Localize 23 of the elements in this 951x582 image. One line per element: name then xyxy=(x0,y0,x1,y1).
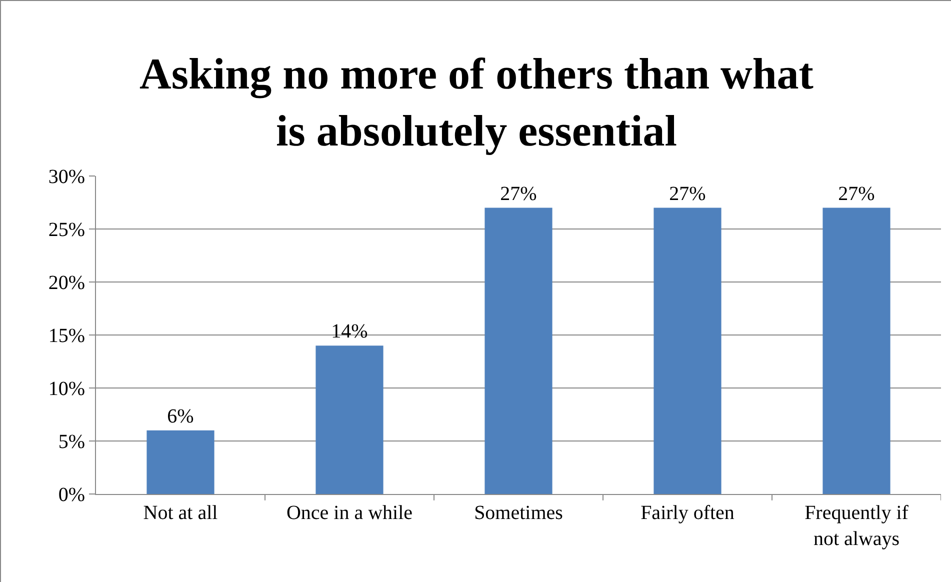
chart-title: Asking no more of others than what is absolutely essential xyxy=(140,49,814,156)
bar xyxy=(654,208,722,494)
x-tick-label: Sometimes xyxy=(474,502,564,524)
y-tick-label: 30% xyxy=(48,166,85,188)
data-label: 27% xyxy=(500,182,537,205)
data-label: 14% xyxy=(331,320,368,343)
y-tick-label: 5% xyxy=(58,431,85,453)
bar xyxy=(822,208,890,494)
x-tick-label: Frequently if not always xyxy=(804,502,909,550)
x-tick-label: Once in a while xyxy=(286,502,413,524)
bar xyxy=(484,208,552,494)
x-tick-label: Fairly often xyxy=(640,502,734,524)
y-tick-label: 10% xyxy=(48,378,85,400)
y-tick-label: 20% xyxy=(48,272,85,294)
x-tick-label: Not at all xyxy=(143,502,218,524)
y-tick-label: 25% xyxy=(48,219,85,241)
y-tick-label: 15% xyxy=(48,325,85,347)
data-label: 6% xyxy=(167,405,194,428)
data-label: 27% xyxy=(669,182,706,205)
bar xyxy=(316,346,384,494)
y-tick-label: 0% xyxy=(58,484,85,506)
data-label: 27% xyxy=(838,182,875,205)
bar xyxy=(146,430,214,494)
